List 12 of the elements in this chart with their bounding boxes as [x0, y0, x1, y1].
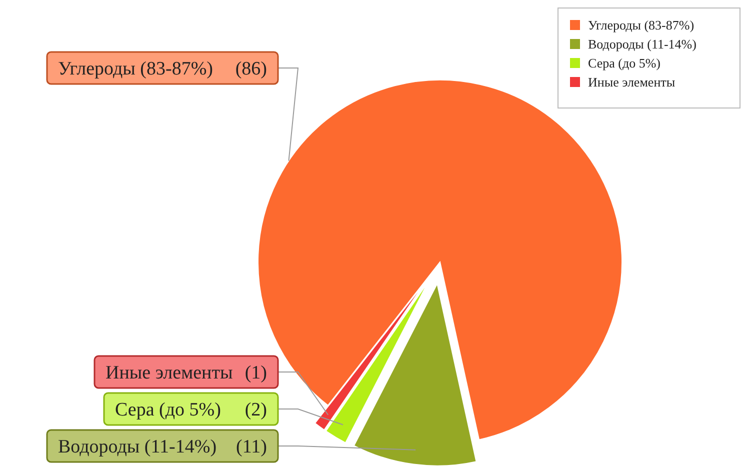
data-label: (11)	[236, 436, 267, 458]
data-label: (1)	[244, 362, 267, 384]
legend-label: Иные элементы	[588, 74, 676, 90]
legend-label: Сера (до 5%)	[588, 56, 660, 71]
data-label: (86)	[235, 58, 267, 80]
slice-label: Иные элементы	[106, 362, 233, 384]
legend-label: Углероды (83-87%)	[588, 18, 694, 33]
data-label: (2)	[244, 400, 267, 421]
legend-label: Водороды (11-14%)	[588, 36, 696, 52]
slice-label: Углероды (83-87%)	[58, 58, 213, 80]
category-label: Сера (до 5%)	[115, 400, 221, 421]
category-label: Водороды (11-14%)	[58, 436, 217, 458]
